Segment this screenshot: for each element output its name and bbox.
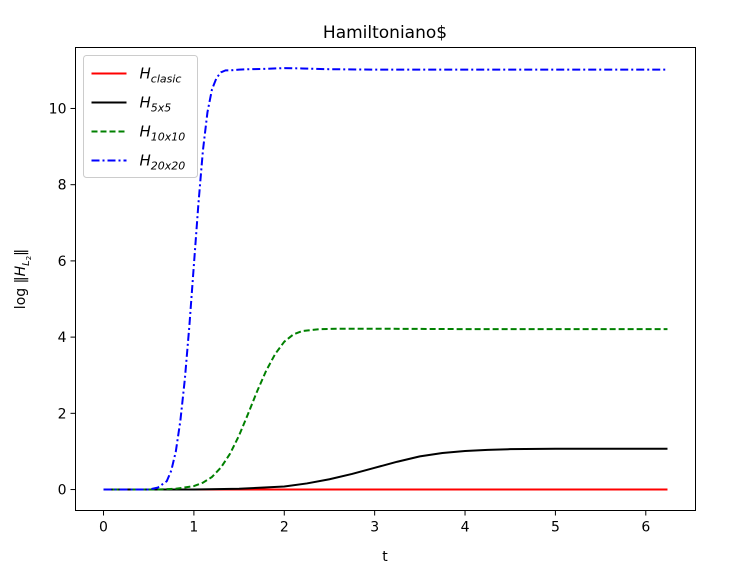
y-tick-label: 2 xyxy=(58,406,67,422)
legend-label-clasic: Hclasic xyxy=(140,65,182,86)
y-tick-label: 6 xyxy=(58,254,67,270)
x-tick-label: 1 xyxy=(189,520,198,536)
x-tick-label: 5 xyxy=(551,520,560,536)
y-tick-label: 4 xyxy=(58,330,67,346)
y-tick-label: 8 xyxy=(58,178,67,194)
series-line-20x20 xyxy=(103,67,668,491)
series-line-10x10 xyxy=(103,327,668,491)
y-axis-label-text: log ‖HL2‖ xyxy=(13,249,33,309)
y-axis-label: log ‖HL2‖ xyxy=(13,249,33,309)
x-tick-label: 4 xyxy=(461,520,470,536)
legend-label-5x5: H5x5 xyxy=(140,94,172,115)
y-tick-label: 10 xyxy=(49,101,67,117)
legend-label-20x20: H20x20 xyxy=(140,152,186,173)
x-tick-label: 6 xyxy=(641,520,650,536)
x-tick-label: 2 xyxy=(280,520,289,536)
legend: Hclasic H5x5 H10x10 H20x20 xyxy=(83,55,198,178)
plot-area xyxy=(75,47,696,511)
axes-layer: 0 1 2 3 4 5 6 0 2 4 6 8 10 xyxy=(49,101,651,535)
x-tick-label: 0 xyxy=(99,520,108,536)
legend-label-10x10: H10x10 xyxy=(140,123,186,144)
series-layer xyxy=(103,67,668,491)
series-line-5x5 xyxy=(103,447,668,491)
x-axis-label: t xyxy=(382,549,388,565)
legend-box xyxy=(83,55,198,178)
chart-title: Hamiltoniano$ xyxy=(323,23,447,43)
x-tick-label: 3 xyxy=(370,520,379,536)
y-tick-label: 0 xyxy=(58,483,67,499)
